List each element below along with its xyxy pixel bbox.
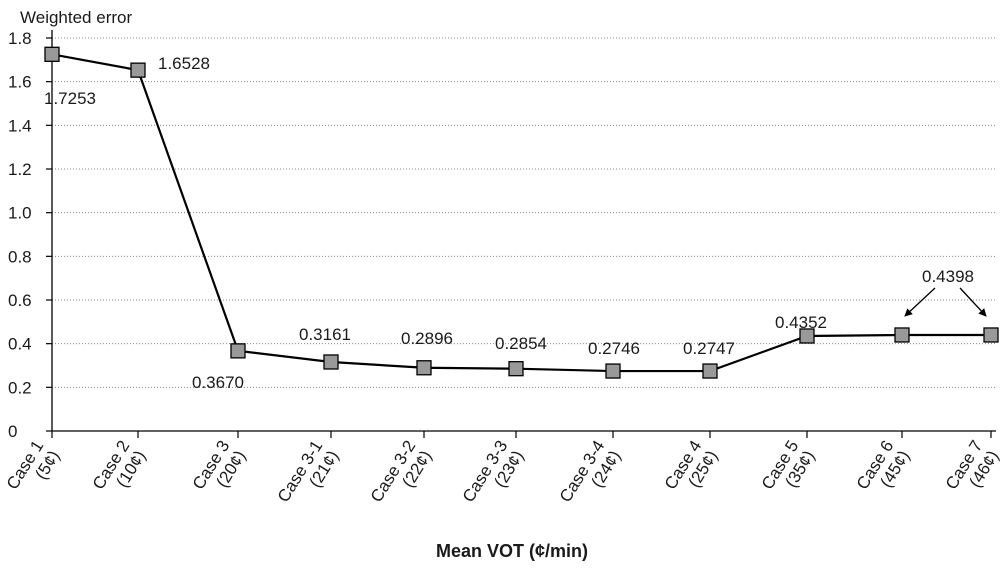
data-point xyxy=(323,354,339,370)
x-tick-label: Case 3-3(23¢) xyxy=(459,437,528,506)
data-label: 0.3670 xyxy=(192,373,244,392)
x-tick-label: Case 3-2(22¢) xyxy=(367,437,436,506)
data-labels: 1.7253 1.6528 0.3670 0.3161 0.2896 0.2854 0.27… xyxy=(44,54,987,392)
data-point xyxy=(983,327,999,343)
x-tick-label: Case 3-1(21¢) xyxy=(274,437,343,506)
y-tick-label: 0.2 xyxy=(8,378,32,397)
y-ticks: 0 0.2 0.4 0.6 0.8 1.0 1.2 1.4 1.6 1.8 xyxy=(8,29,52,441)
y-tick-label: 0 xyxy=(8,422,17,441)
data-label: 0.3161 xyxy=(299,325,351,344)
x-tick-label: Case 4(25¢) xyxy=(661,437,722,493)
data-label: 1.6528 xyxy=(158,54,210,73)
y-tick-label: 0.4 xyxy=(8,335,32,354)
y-tick-label: 1.0 xyxy=(8,204,32,223)
grid xyxy=(52,37,996,388)
data-point xyxy=(508,361,524,377)
data-point xyxy=(416,360,432,376)
y-tick-label: 1.2 xyxy=(8,160,32,179)
data-label: 0.4398 xyxy=(922,267,974,286)
data-point xyxy=(605,363,621,379)
data-point xyxy=(130,62,146,78)
x-tick-label: Case 6(45¢) xyxy=(853,437,914,493)
data-label: 0.2896 xyxy=(401,329,453,348)
y-tick-label: 0.6 xyxy=(8,291,32,310)
y-tick-label: 1.4 xyxy=(8,116,32,135)
data-point xyxy=(799,328,815,344)
data-point xyxy=(230,343,246,359)
annotation-arrow xyxy=(904,287,936,317)
data-point xyxy=(894,327,910,343)
data-label: 1.7253 xyxy=(44,89,96,108)
data-point xyxy=(44,46,60,62)
x-tick-label: Case 7(46¢) xyxy=(942,437,1002,493)
y-tick-label: 0.8 xyxy=(8,247,32,266)
y-axis-label: Weighted error xyxy=(20,8,132,27)
x-tick-label: Case 2(10¢) xyxy=(89,437,150,493)
x-tick-label: Case 3(20¢) xyxy=(189,437,250,493)
y-tick-label: 1.8 xyxy=(8,29,32,48)
data-point xyxy=(702,363,718,379)
data-label: 0.4352 xyxy=(775,313,827,332)
data-label: 0.2747 xyxy=(683,339,735,358)
x-tick-label: Case 3-4(24¢) xyxy=(556,437,625,506)
x-axis-label: Mean VOT (¢/min) xyxy=(436,541,588,561)
x-tick-label: Case 5(35¢) xyxy=(758,437,819,493)
annotation-arrow xyxy=(959,287,987,317)
x-ticks: Case 1(5¢) Case 2(10¢) Case 3(20¢) Case 3-1… xyxy=(3,431,1002,506)
x-tick-label: Case 1(5¢) xyxy=(3,437,64,493)
data-label: 0.2854 xyxy=(495,334,547,353)
series xyxy=(44,46,999,379)
y-tick-label: 1.6 xyxy=(8,73,32,92)
axes xyxy=(51,30,996,432)
data-label: 0.2746 xyxy=(588,339,640,358)
